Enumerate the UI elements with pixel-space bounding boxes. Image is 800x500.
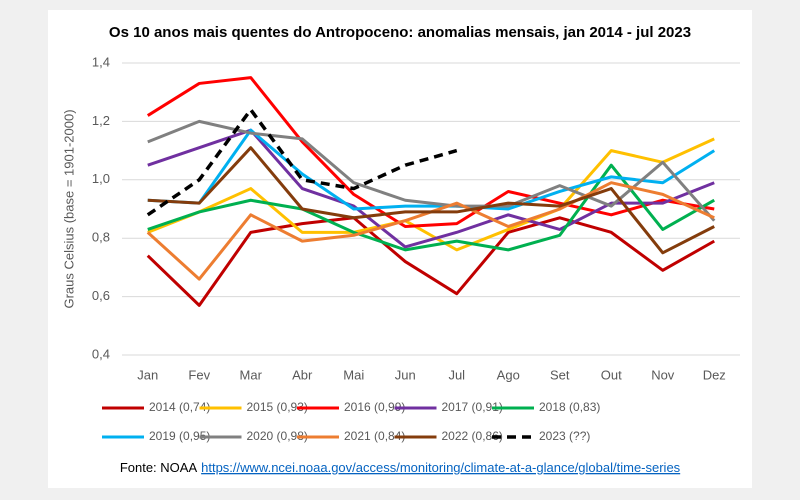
legend-label: 2014 (0,74)	[149, 400, 210, 414]
legend-label: 2018 (0,83)	[539, 400, 600, 414]
chart-title: Os 10 anos mais quentes do Antropoceno: …	[109, 24, 691, 41]
source: Fonte: NOAA https://www.ncei.noaa.gov/acc…	[120, 460, 681, 475]
series-line	[146, 216, 715, 307]
source-link[interactable]: https://www.ncei.noaa.gov/access/monitor…	[201, 460, 681, 475]
legend-label: 2015 (0,93)	[247, 400, 308, 414]
y-tick-label: 0,8	[92, 230, 110, 245]
x-tick-label: Mar	[240, 367, 263, 382]
series-line	[147, 163, 715, 252]
series-line	[147, 146, 715, 255]
x-tick-label: Fev	[188, 367, 210, 382]
x-tick-label: Mai	[343, 367, 364, 382]
y-tick-label: 1,4	[92, 54, 110, 69]
x-tick-label: Dez	[703, 367, 726, 382]
legend-label: 2017 (0,91)	[442, 400, 503, 414]
legend-label: 2023 (??)	[539, 429, 590, 443]
series-line	[146, 107, 458, 217]
x-tick-label: Nov	[651, 367, 675, 382]
legend-label: 2020 (0,98)	[247, 429, 308, 443]
x-tick-label: Jun	[395, 367, 416, 382]
series-line	[147, 128, 715, 249]
series-line	[146, 76, 715, 229]
series-line	[147, 137, 715, 252]
x-tick-label: Jan	[137, 367, 158, 382]
source-label: Fonte: NOAA	[120, 460, 198, 475]
x-tick-label: Ago	[497, 367, 520, 382]
y-tick-label: 1,2	[92, 113, 110, 128]
y-tick-label: 0,6	[92, 288, 110, 303]
y-tick-label: 0,4	[92, 346, 110, 361]
legend-label: 2021 (0,84)	[344, 429, 405, 443]
legend-label: 2022 (0,86)	[442, 429, 503, 443]
series-line	[147, 128, 716, 211]
x-tick-label: Jul	[448, 367, 465, 382]
legend-label: 2019 (0,95)	[149, 429, 210, 443]
x-tick-label: Abr	[292, 367, 313, 382]
x-tick-label: Set	[550, 367, 570, 382]
x-tick-label: Out	[601, 367, 622, 382]
y-axis-label: Graus Celsius (base = 1901-2000)	[61, 109, 76, 308]
y-tick-label: 1,0	[92, 171, 110, 186]
legend-label: 2016 (0,99)	[344, 400, 405, 414]
